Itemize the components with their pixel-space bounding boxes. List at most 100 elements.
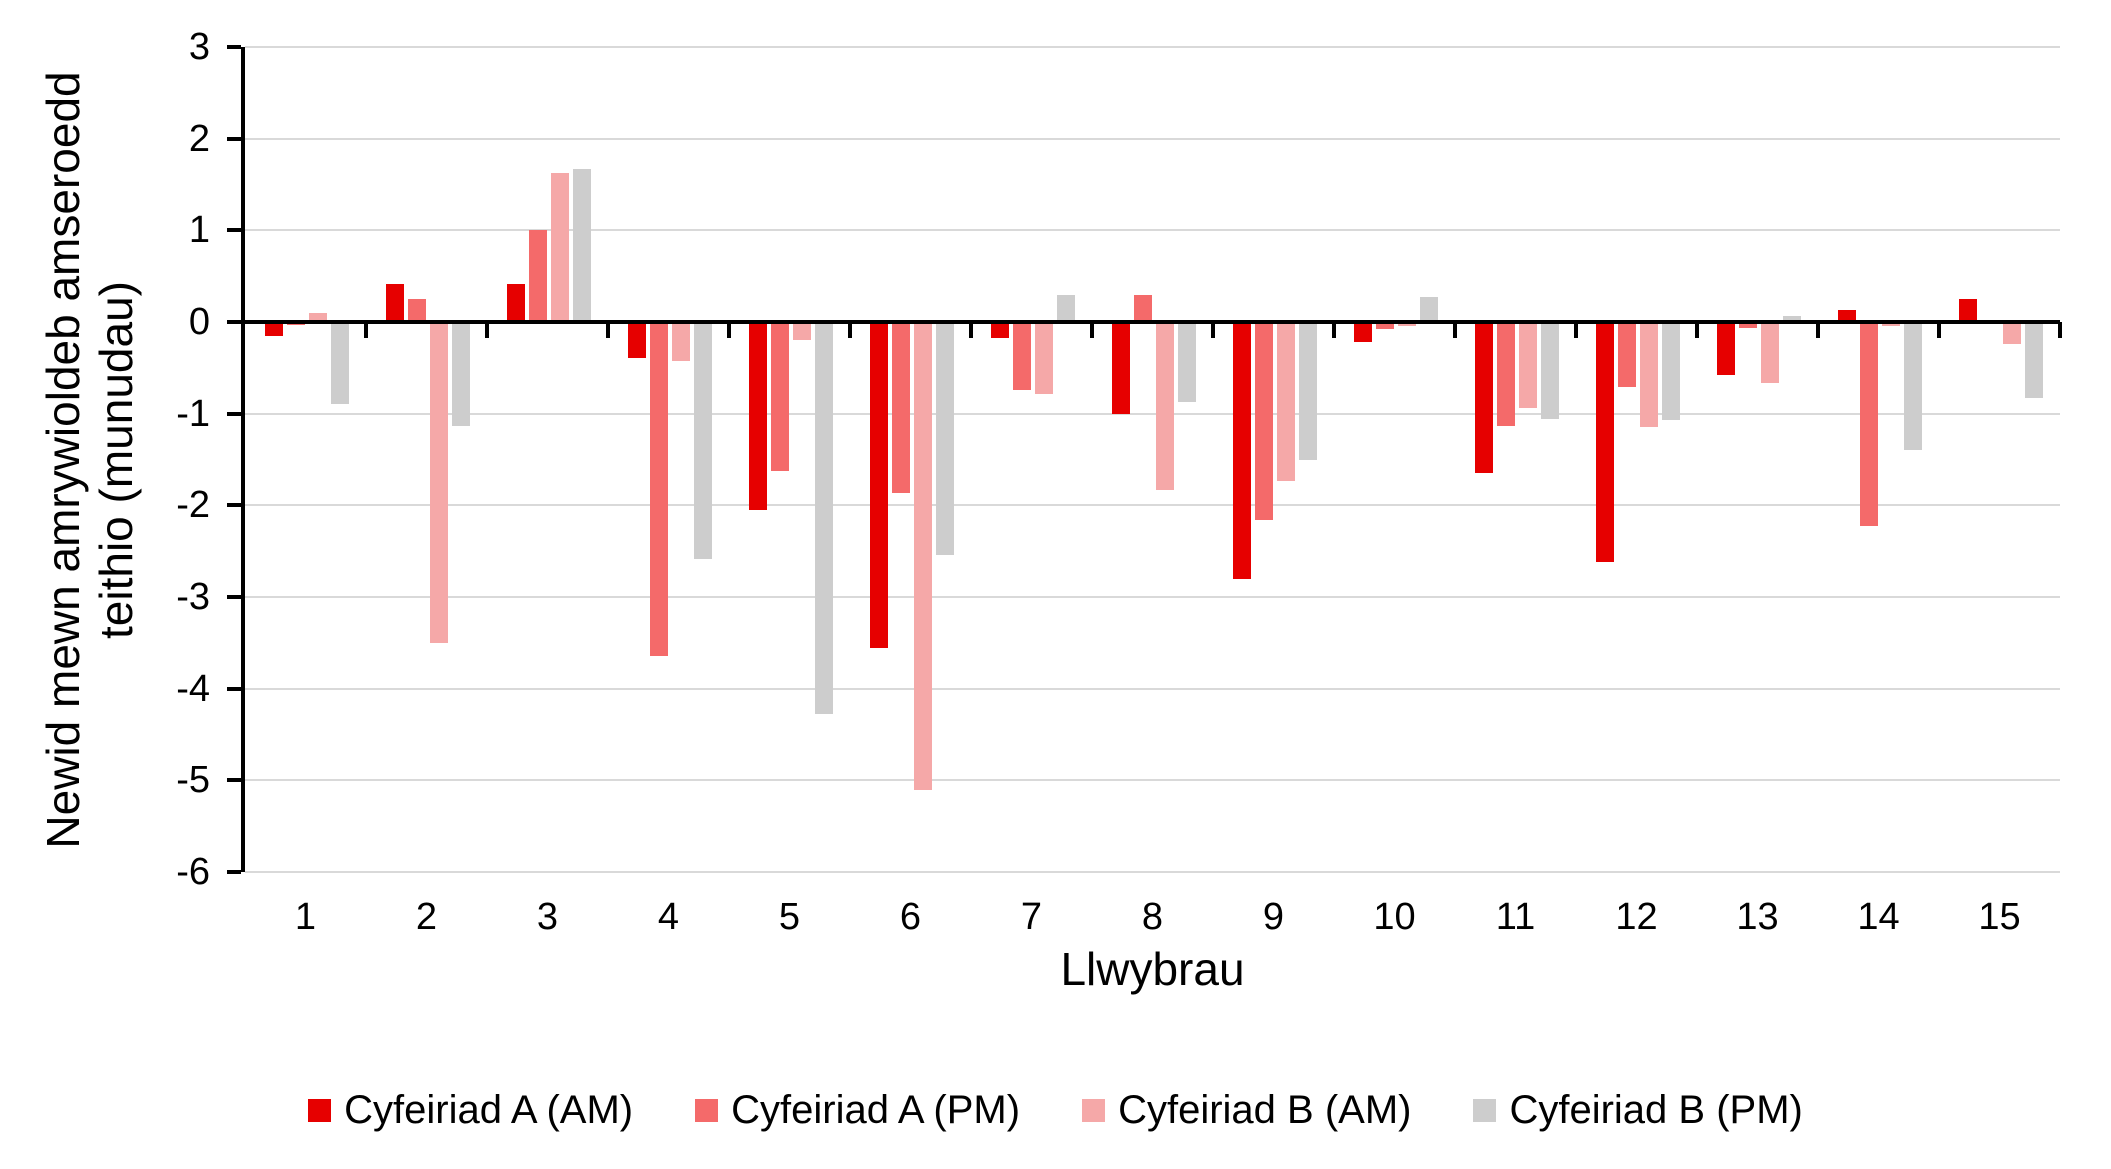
y-tick-label: -2 xyxy=(176,484,210,527)
bar xyxy=(771,322,789,471)
legend-item: Cyfeiriad A (PM) xyxy=(695,1086,1020,1134)
plot-area xyxy=(227,45,2062,874)
bar xyxy=(1904,322,1922,451)
y-tick-label: -1 xyxy=(176,392,210,435)
bar xyxy=(749,322,767,510)
y-tick-label: -5 xyxy=(176,759,210,802)
bar xyxy=(309,312,327,322)
legend-item: Cyfeiriad B (PM) xyxy=(1473,1086,1803,1134)
bar xyxy=(650,322,668,656)
x-tick-label: 1 xyxy=(294,896,317,938)
bar xyxy=(1277,322,1295,481)
y-tick xyxy=(227,778,241,783)
legend-item: Cyfeiriad A (AM) xyxy=(308,1086,633,1134)
x-tick-label: 8 xyxy=(1141,896,1164,938)
bar xyxy=(507,283,525,322)
bar xyxy=(1035,322,1053,394)
bar xyxy=(793,322,811,341)
x-tick-label: 14 xyxy=(1857,896,1900,938)
y-axis-line xyxy=(241,47,245,872)
x-tick-label: 13 xyxy=(1736,896,1779,938)
bar xyxy=(1519,322,1537,409)
y-tick xyxy=(227,686,241,691)
x-tick-label: 10 xyxy=(1373,896,1416,938)
bar xyxy=(1156,322,1174,490)
gridline xyxy=(245,137,2060,140)
x-tick xyxy=(1090,322,1094,338)
x-tick xyxy=(485,322,489,338)
gridline xyxy=(245,412,2060,415)
x-tick xyxy=(1816,322,1820,338)
y-tick xyxy=(227,45,241,49)
y-tick-label: -3 xyxy=(176,576,210,618)
bar xyxy=(573,168,591,322)
y-tick-label: -6 xyxy=(176,851,210,893)
bar xyxy=(1233,322,1251,579)
bar xyxy=(628,322,646,358)
y-tick-label: 3 xyxy=(188,26,210,68)
bar xyxy=(1717,322,1735,376)
y-tick xyxy=(227,228,241,233)
bar xyxy=(870,322,888,649)
x-tick xyxy=(1453,322,1457,338)
x-tick-label: 4 xyxy=(657,896,680,938)
bar xyxy=(991,322,1009,338)
bar xyxy=(1596,322,1614,563)
gridline xyxy=(245,687,2060,690)
bar xyxy=(265,322,283,336)
bar xyxy=(1959,299,1977,322)
x-tick xyxy=(1332,322,1336,338)
bar xyxy=(672,322,690,362)
x-tick xyxy=(727,322,731,338)
bar xyxy=(1299,322,1317,461)
bar xyxy=(1640,322,1658,428)
chart-legend: Cyfeiriad A (AM) Cyfeiriad A (PM) Cyfeiria… xyxy=(0,1078,2111,1142)
legend-item: Cyfeiriad B (AM) xyxy=(1082,1086,1411,1134)
legend-label: Cyfeiriad A (AM) xyxy=(344,1088,634,1132)
x-tick xyxy=(1574,322,1578,338)
bar xyxy=(1013,322,1031,390)
bar xyxy=(1255,322,1273,520)
bar xyxy=(529,230,547,322)
x-axis-title: Llwybrau xyxy=(1060,943,1245,995)
y-tick-label: -4 xyxy=(176,667,210,710)
bar xyxy=(551,172,569,322)
y-tick xyxy=(227,503,241,508)
bar xyxy=(1354,322,1372,343)
x-tick xyxy=(606,322,610,338)
bar xyxy=(1420,297,1438,322)
bar xyxy=(408,299,426,322)
bar xyxy=(1134,294,1152,322)
gridline xyxy=(245,596,2060,598)
bar xyxy=(452,322,470,426)
bar xyxy=(2003,322,2021,344)
y-tick xyxy=(227,136,241,141)
x-tick-label: 12 xyxy=(1615,896,1658,938)
gridline xyxy=(245,229,2060,232)
x-tick xyxy=(1211,322,1215,338)
bar xyxy=(815,322,833,715)
bar xyxy=(1057,294,1075,322)
bar xyxy=(331,322,349,404)
legend-swatch xyxy=(308,1098,332,1122)
legend-label: Cyfeiriad B (AM) xyxy=(1118,1088,1412,1132)
x-tick-label: 7 xyxy=(1020,896,1043,938)
x-tick-label: 9 xyxy=(1262,896,1285,938)
x-tick-label: 3 xyxy=(536,896,559,938)
bar xyxy=(2025,322,2043,399)
bar xyxy=(1541,322,1559,420)
gridline xyxy=(245,46,2060,48)
bar xyxy=(914,322,932,790)
x-tick-label: 5 xyxy=(778,896,801,938)
y-tick-label: 0 xyxy=(188,301,210,343)
x-tick-label: 6 xyxy=(899,896,922,938)
x-tick xyxy=(364,322,368,338)
gridline xyxy=(245,871,2060,873)
y-tick xyxy=(227,320,241,324)
legend-label: Cyfeiriad A (PM) xyxy=(731,1088,1021,1132)
bar xyxy=(1783,315,1801,322)
x-tick-label: 11 xyxy=(1495,896,1536,938)
y-tick xyxy=(227,595,241,599)
y-tick xyxy=(227,411,241,416)
